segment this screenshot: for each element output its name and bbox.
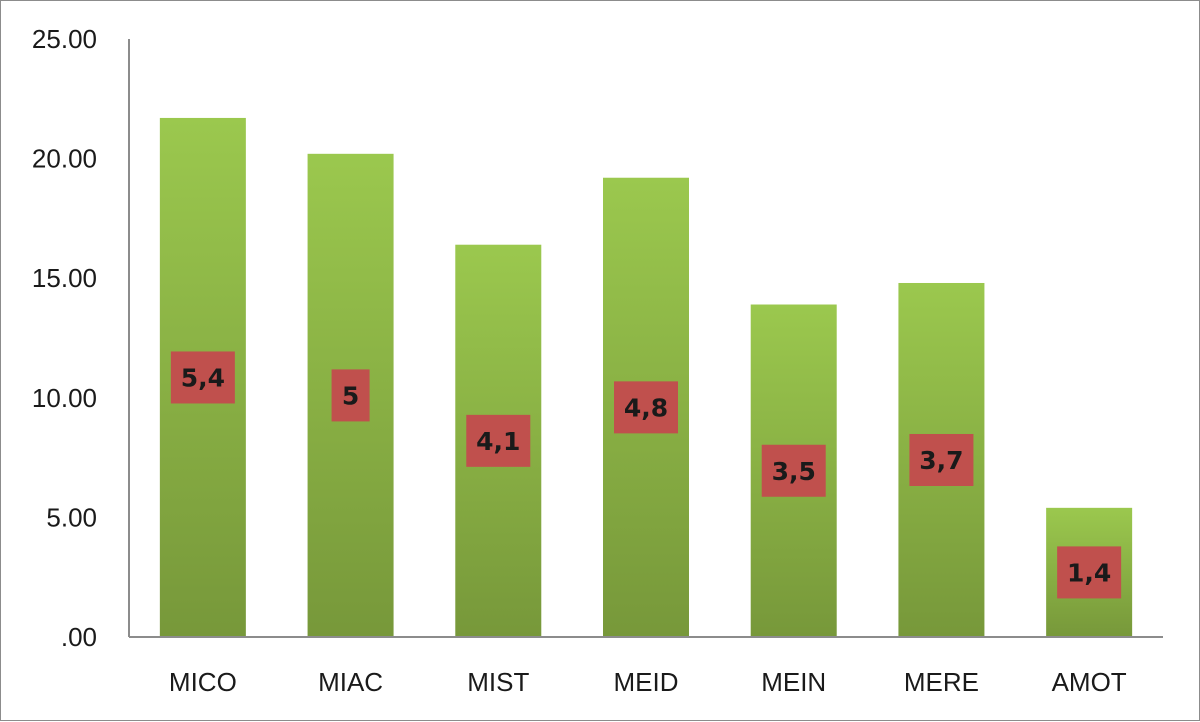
data-label: 3,7	[919, 446, 963, 475]
data-labels: 5,4 5 4,1 4,8 3,5 3,7 1,4	[170, 351, 1122, 599]
y-axis-ticks: .00 5.00 10.00 15.00 20.00 25.00	[32, 24, 97, 652]
data-label: 5,4	[181, 363, 225, 392]
x-tick-label: MICO	[169, 667, 237, 697]
bars	[159, 117, 1133, 638]
x-tick-label: MIAC	[318, 667, 383, 697]
data-label-box	[1057, 546, 1122, 599]
y-tick-label: 15.00	[32, 263, 97, 293]
data-label: 5	[342, 381, 359, 410]
y-tick-label: 25.00	[32, 24, 97, 54]
y-tick-label: 20.00	[32, 144, 97, 174]
data-label-box	[331, 369, 370, 422]
data-label-box	[909, 433, 974, 486]
data-label: 4,8	[624, 393, 668, 422]
data-label-box	[614, 381, 678, 434]
y-tick-label: 10.00	[32, 383, 97, 413]
y-tick-label: .00	[61, 622, 97, 652]
x-axis-labels: MICO MIAC MIST MEID MEIN MERE AMOT	[169, 667, 1127, 697]
x-tick-label: MEIN	[761, 667, 826, 697]
x-tick-label: MERE	[904, 667, 979, 697]
y-tick-label: 5.00	[46, 502, 97, 532]
data-label: 3,5	[772, 457, 816, 486]
x-tick-label: AMOT	[1052, 667, 1127, 697]
data-label: 1,4	[1067, 558, 1111, 587]
data-label-box	[170, 351, 235, 404]
data-label-box	[761, 444, 826, 497]
x-tick-label: MEID	[614, 667, 679, 697]
data-label: 4,1	[476, 427, 520, 456]
data-label-box	[466, 414, 531, 467]
x-tick-label: MIST	[467, 667, 529, 697]
